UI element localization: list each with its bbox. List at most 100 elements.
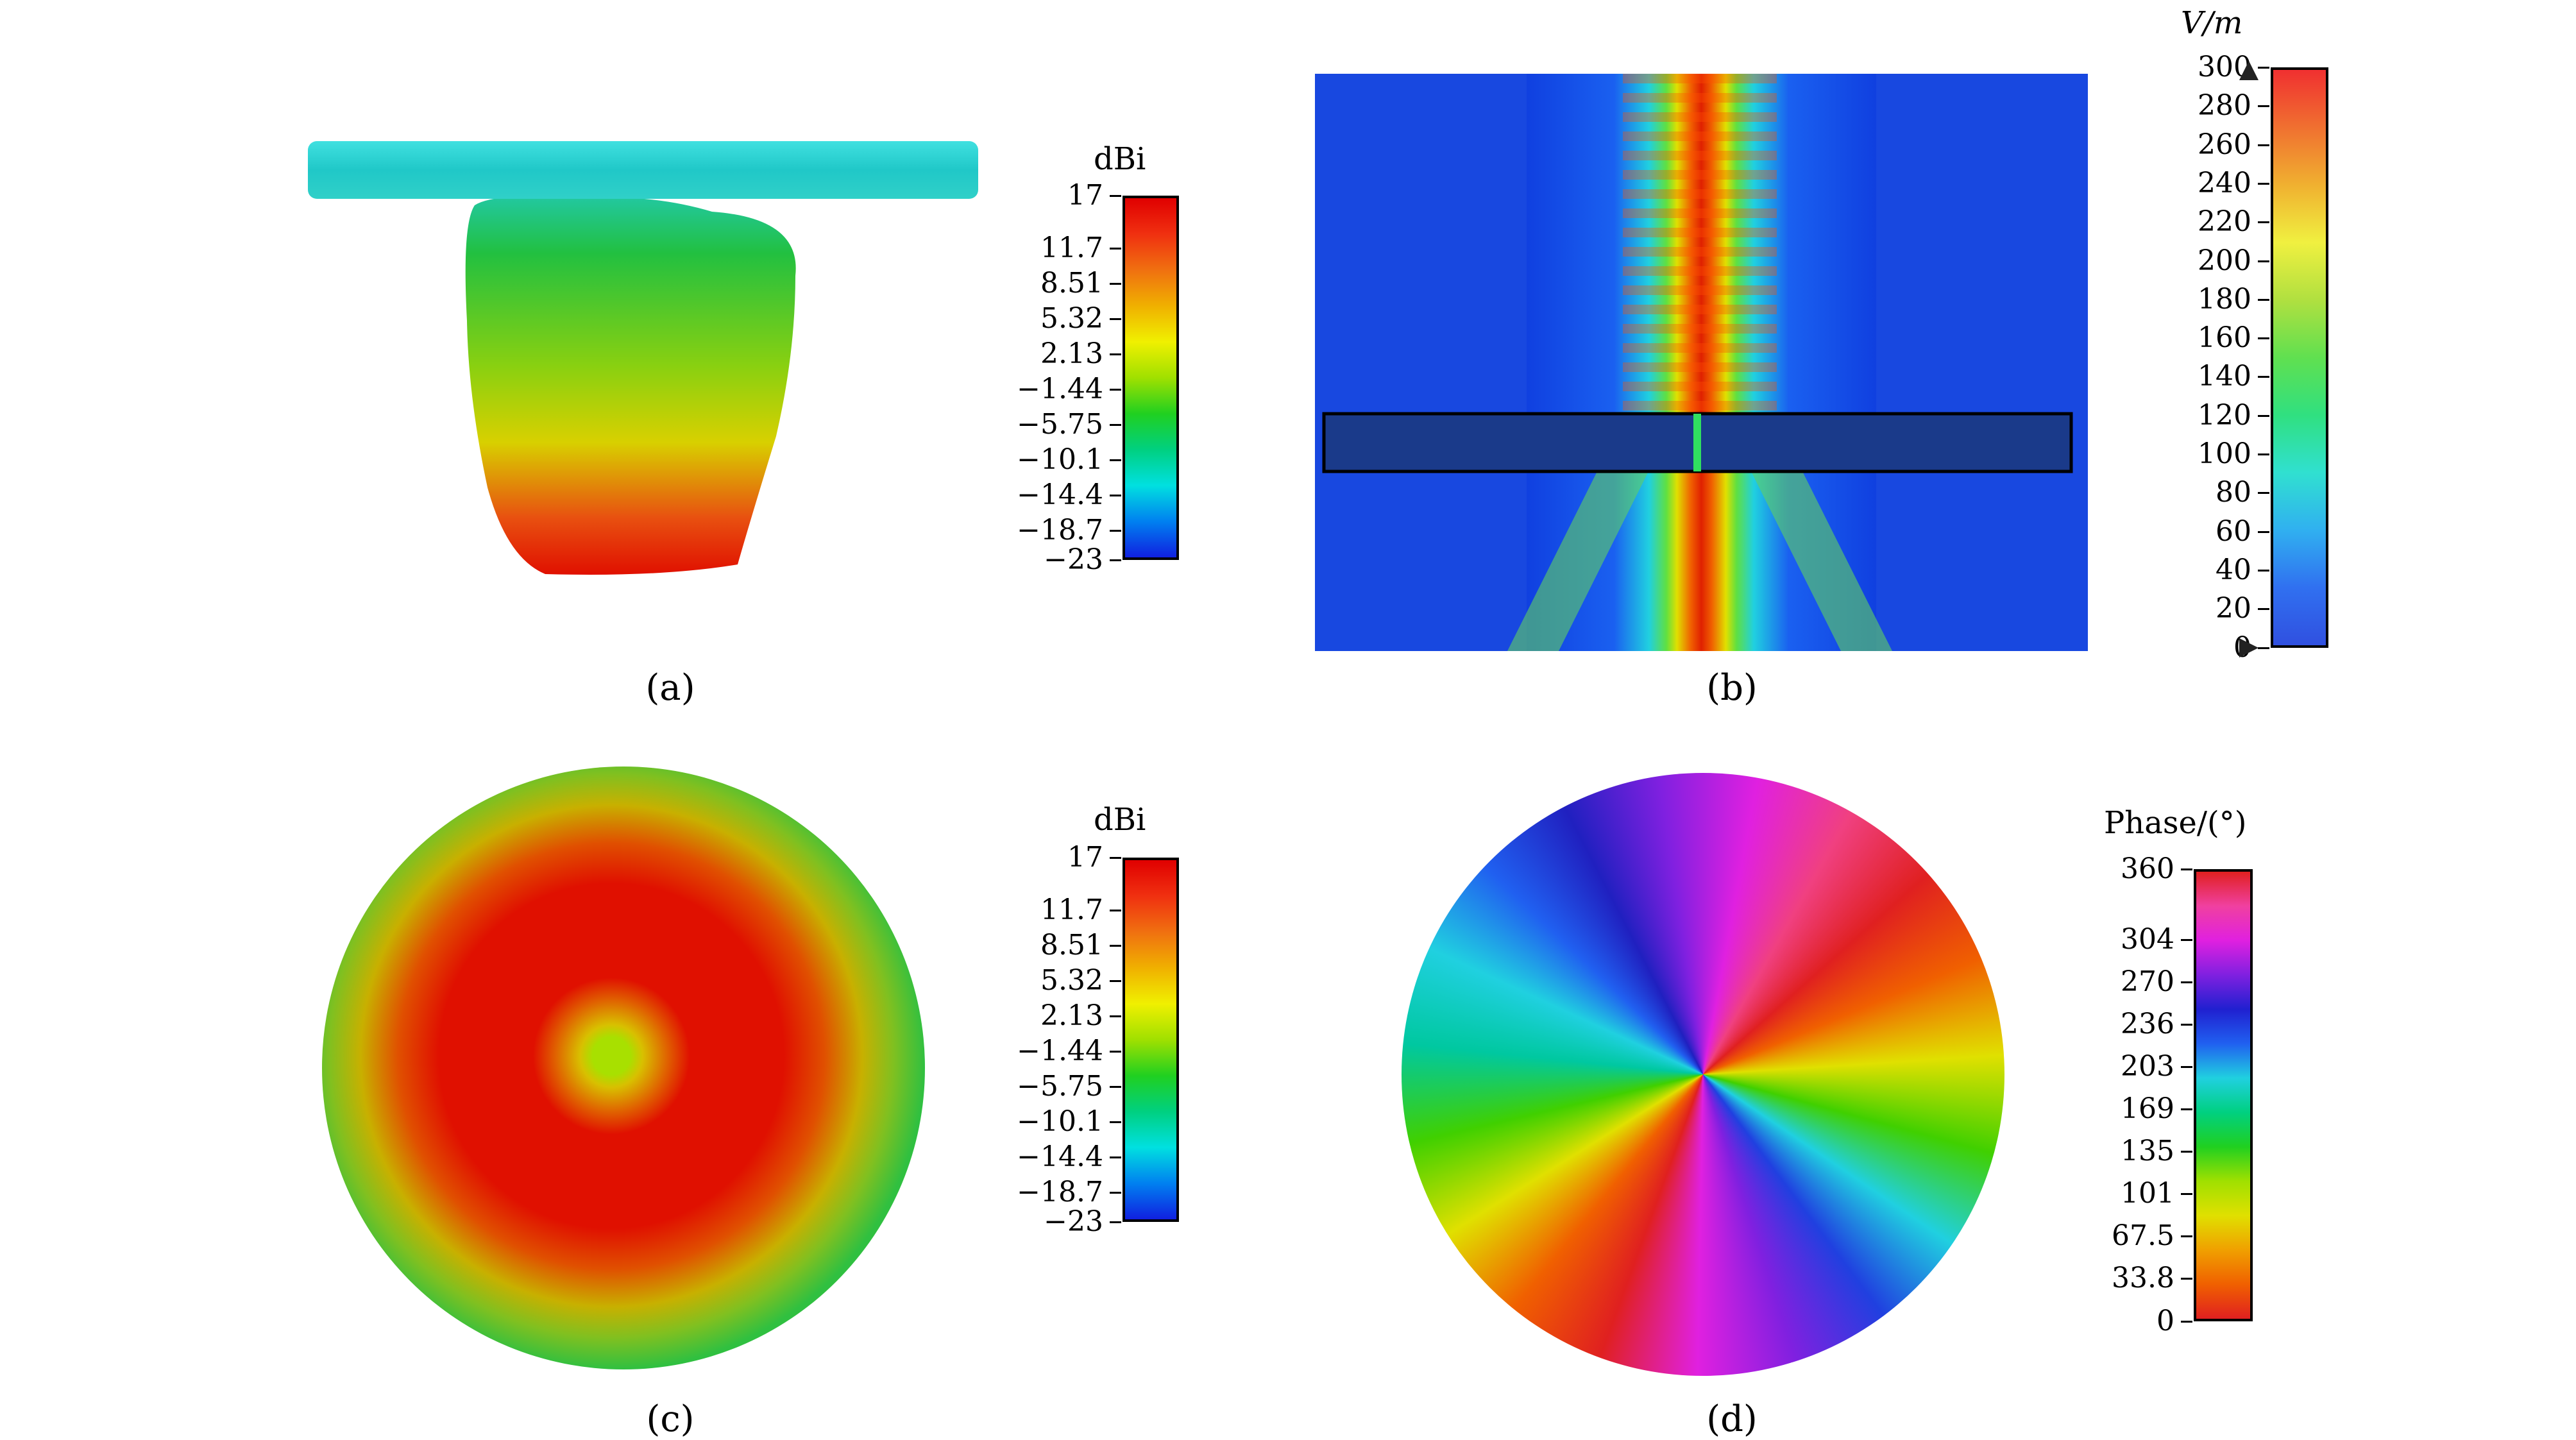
colorbar-b-tick-label: 240	[2198, 166, 2251, 199]
colorbar-b-tick-mark	[2258, 182, 2269, 185]
colorbar-b-tick-mark	[2258, 608, 2269, 611]
colorbar-b-tick-mark	[2258, 376, 2269, 378]
colorbar-a-tick-label: −23	[1044, 543, 1103, 576]
colorbar-a-tick-label: −18.7	[1017, 514, 1103, 546]
caption-d: (d)	[1706, 1398, 1758, 1440]
colorbar-c-tick-mark	[1110, 1192, 1121, 1194]
colorbar-a-tick-mark	[1110, 424, 1121, 426]
colorbar-d-tick-mark	[2181, 1321, 2192, 1323]
colorbar-b-tick-mark	[2258, 453, 2269, 455]
colorbar-c	[1123, 858, 1179, 1222]
colorbar-c-tick-mark	[1110, 910, 1121, 911]
colorbar-b-tick-mark	[2258, 221, 2269, 224]
colorbar-d-tick-mark	[2181, 868, 2192, 870]
colorbar-c-tick-label: −18.7	[1017, 1176, 1103, 1208]
colorbar-c-tick-mark	[1110, 1086, 1121, 1088]
colorbar-a-tick-mark	[1110, 283, 1121, 285]
colorbar-b-tick-label: 20	[2216, 592, 2251, 625]
colorbar-c-tick-label: 17	[1067, 841, 1103, 874]
colorbar-d-tick-mark	[2181, 1151, 2192, 1153]
radiation-pattern-3d-side	[308, 141, 978, 575]
colorbar-a-tick-label: −5.75	[1017, 408, 1103, 441]
slider-max-marker	[2239, 61, 2258, 80]
colorbar-c-tick-label: −14.4	[1017, 1140, 1103, 1173]
colorbar-a-tick-mark	[1110, 195, 1121, 197]
colorbar-c-tick-label: 11.7	[1040, 894, 1103, 926]
colorbar-b-tick-label: 100	[2198, 437, 2251, 470]
colorbar-d-tick-label: 203	[2121, 1050, 2174, 1083]
colorbar-c-tick-label: −10.1	[1017, 1105, 1103, 1138]
colorbar-c-tick-mark	[1110, 857, 1121, 859]
colorbar-a-tick-label: −14.4	[1017, 479, 1103, 511]
colorbar-a-tick-mark	[1110, 559, 1121, 561]
colorbar-d-tick-label: 135	[2121, 1135, 2174, 1167]
colorbar-d-tick-mark	[2181, 1193, 2192, 1195]
colorbar-d-tick-mark	[2181, 981, 2192, 983]
colorbar-b-tick-label: 300	[2198, 51, 2251, 83]
colorbar-d-tick-mark	[2181, 1066, 2192, 1068]
colorbar-c-tick-label: 5.32	[1040, 964, 1103, 997]
colorbar-b-tick-label: 40	[2216, 553, 2251, 586]
colorbar-b-tick-mark	[2258, 530, 2269, 533]
colorbar-b-tick-label: 80	[2216, 476, 2251, 509]
caption-a: (a)	[645, 667, 695, 709]
colorbar-c-tick-mark	[1110, 1221, 1121, 1223]
colorbar-d-tick-label: 360	[2121, 852, 2174, 885]
colorbar-d-tick-label: 33.8	[2112, 1262, 2174, 1294]
colorbar-c-tick-label: −23	[1044, 1205, 1103, 1238]
colorbar-b-tick-mark	[2258, 260, 2269, 262]
colorbar-a-tick-label: −10.1	[1017, 443, 1103, 476]
colorbar-d-tick-label: 67.5	[2112, 1219, 2174, 1252]
colorbar-b-tick-label: 200	[2198, 244, 2251, 277]
colorbar-b-tick-label: 180	[2198, 282, 2251, 316]
phase-pattern-3d-top	[1402, 773, 2004, 1376]
colorbar-d-tick-label: 0	[2157, 1305, 2174, 1337]
colorbar-c-title: dBi	[1094, 802, 1146, 838]
colorbar-b-tick-mark	[2258, 647, 2269, 649]
colorbar-d-tick-mark	[2181, 1235, 2192, 1237]
colorbar-a-tick-label: 8.51	[1040, 267, 1103, 300]
colorbar-b-tick-mark	[2258, 337, 2269, 340]
colorbar-c-tick-mark	[1110, 1051, 1121, 1053]
e-field-distribution	[1315, 74, 2088, 651]
colorbar-b-tick-label: 140	[2198, 360, 2251, 393]
colorbar-c-tick-label: 2.13	[1040, 999, 1103, 1032]
colorbar-b	[2271, 67, 2328, 648]
colorbar-a-tick-mark	[1110, 495, 1121, 496]
colorbar-d	[2194, 869, 2253, 1321]
colorbar-b-tick-mark	[2258, 144, 2269, 146]
colorbar-a-tick-label: −1.44	[1017, 373, 1103, 405]
colorbar-b-tick-label: 60	[2216, 514, 2251, 548]
colorbar-c-tick-label: 8.51	[1040, 929, 1103, 961]
colorbar-b-tick-label: 160	[2198, 321, 2251, 355]
colorbar-d-tick-mark	[2181, 1278, 2192, 1280]
caption-b: (b)	[1706, 667, 1758, 709]
colorbar-a	[1123, 196, 1179, 560]
colorbar-d-tick-label: 101	[2121, 1177, 2174, 1210]
colorbar-a-tick-mark	[1110, 318, 1121, 320]
colorbar-a-tick-mark	[1110, 459, 1121, 461]
colorbar-b-tick-mark	[2258, 414, 2269, 417]
colorbar-a-tick-mark	[1110, 248, 1121, 250]
colorbar-d-tick-label: 270	[2121, 965, 2174, 998]
colorbar-a-tick-label: 5.32	[1040, 302, 1103, 335]
colorbar-c-tick-mark	[1110, 980, 1121, 982]
colorbar-a-tick-label: 17	[1067, 179, 1103, 212]
colorbar-d-tick-mark	[2181, 1024, 2192, 1026]
colorbar-a-tick-label: 2.13	[1040, 337, 1103, 370]
colorbar-a-tick-mark	[1110, 530, 1121, 532]
caption-c: (c)	[646, 1398, 695, 1440]
colorbar-c-tick-mark	[1110, 1015, 1121, 1017]
colorbar-a-tick-mark	[1110, 353, 1121, 355]
colorbar-c-tick-mark	[1110, 945, 1121, 947]
colorbar-a-tick-mark	[1110, 389, 1121, 391]
colorbar-c-tick-mark	[1110, 1156, 1121, 1158]
colorbar-d-tick-label: 304	[2121, 923, 2174, 956]
colorbar-b-tick-mark	[2258, 569, 2269, 572]
colorbar-d-tick-label: 236	[2121, 1008, 2174, 1040]
colorbar-b-tick-label: 280	[2198, 89, 2251, 123]
colorbar-b-tick-mark	[2258, 105, 2269, 108]
colorbar-d-title: Phase/(°)	[2104, 805, 2247, 841]
slider-min-marker	[2239, 638, 2258, 657]
colorbar-b-tick-mark	[2258, 67, 2269, 69]
